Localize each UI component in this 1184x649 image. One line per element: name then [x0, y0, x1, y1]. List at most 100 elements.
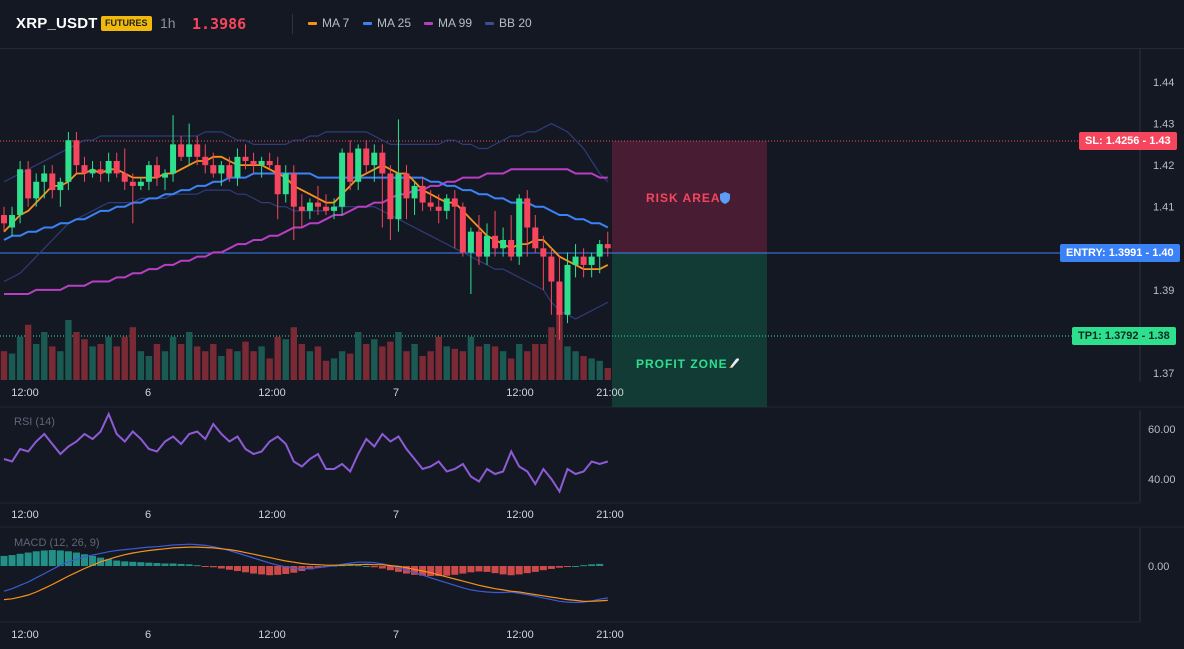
macd-histogram-bar — [24, 552, 32, 566]
candle-body — [170, 144, 177, 174]
candle-body — [226, 165, 233, 178]
candle-body — [186, 144, 193, 157]
time-tick-label: 6 — [145, 509, 151, 521]
candle-body — [33, 181, 40, 199]
volume-bar — [475, 346, 483, 380]
candle-body — [57, 181, 64, 191]
candle-body — [419, 185, 426, 203]
time-tick-label: 12:00 — [11, 629, 39, 641]
macd-histogram-bar — [48, 550, 56, 566]
volume-bar — [443, 346, 450, 380]
volume-bar — [202, 351, 209, 380]
candle-body — [580, 256, 587, 265]
macd-histogram-bar — [161, 563, 169, 566]
entry-axis-value: 1.40 — [1152, 247, 1174, 259]
legend-ma99-label: MA 99 — [438, 16, 473, 30]
profit-zone[interactable] — [612, 253, 767, 407]
volume-bar — [572, 351, 579, 380]
volume-bar — [403, 351, 410, 380]
risk-area-label: RISK AREA — [646, 191, 721, 205]
volume-bar — [411, 344, 418, 380]
macd-histogram-bar — [137, 562, 145, 566]
header-divider — [292, 14, 293, 34]
macd-title: MACD (12, 26, 9) — [14, 537, 100, 549]
candle-body — [467, 231, 474, 253]
candle-body — [218, 165, 225, 174]
volume-bar — [234, 351, 241, 380]
entry-tag[interactable]: ENTRY: 1.3991 - 1.40 — [1060, 244, 1180, 262]
macd-histogram-bar — [467, 566, 475, 573]
volume-bars — [0, 312, 611, 380]
macd-histogram-bar — [314, 566, 322, 568]
price-tick-label: 1.39 — [1153, 285, 1174, 297]
candle-body — [403, 173, 410, 199]
candle-body — [137, 181, 144, 186]
volume-bar — [524, 351, 531, 380]
legend-bb20[interactable]: BB 20 — [485, 16, 532, 30]
macd-histogram-bar — [362, 566, 370, 567]
macd-histogram-bar — [217, 566, 225, 569]
volume-bar — [242, 341, 249, 380]
price-tick-label: 1.44 — [1153, 77, 1174, 89]
volume-bar — [419, 356, 426, 380]
candle-body — [145, 165, 152, 182]
candle-body — [532, 227, 539, 249]
volume-bar — [395, 332, 402, 380]
volume-bar — [379, 346, 386, 380]
candle-body — [427, 202, 434, 207]
candle-body — [395, 173, 402, 220]
price-tick-label: 1.42 — [1153, 160, 1174, 172]
timeframe-selector[interactable]: 1h — [160, 15, 176, 31]
volume-bar — [306, 351, 314, 380]
volume-bar — [105, 336, 112, 380]
candle-body — [475, 231, 482, 257]
legend-ma7-label: MA 7 — [322, 16, 350, 30]
candlesticks — [1, 115, 611, 340]
macd-histogram-bar — [580, 565, 588, 567]
candle-body — [500, 239, 507, 249]
price-tick-label: 1.37 — [1153, 368, 1174, 380]
candle-body — [588, 256, 595, 265]
candle-body — [314, 202, 321, 207]
macd-histogram-bar — [64, 551, 72, 566]
volume-bar — [532, 344, 539, 380]
volume-bar — [41, 332, 48, 380]
risk-area-zone[interactable] — [612, 141, 767, 253]
candle-body — [363, 148, 370, 166]
legend-ma99[interactable]: MA 99 — [424, 16, 472, 30]
volume-bar — [540, 344, 547, 380]
volume-bar — [177, 344, 185, 380]
volume-bar — [49, 346, 56, 380]
stop-loss-tag[interactable]: SL: 1.4256 - 1.43 — [1079, 132, 1177, 150]
legend-ma7[interactable]: MA 7 — [308, 16, 349, 30]
take-profit-tag[interactable]: TP1: 1.3792 - 1.38 — [1072, 327, 1176, 345]
rsi-axis-60: 60.00 — [1148, 424, 1176, 436]
macd-histogram-bar — [274, 566, 282, 575]
volume-bar — [73, 332, 80, 380]
volume-bar — [210, 344, 217, 380]
macd-histogram-bar — [193, 565, 201, 567]
legend-ma25[interactable]: MA 25 — [363, 16, 411, 30]
macd-histogram-bar — [40, 550, 48, 566]
candle-body — [202, 156, 209, 166]
candle-body — [596, 244, 603, 257]
chart-header: XRP_USDT FUTURES 1h 1.3986 MA 7 MA 25 MA… — [0, 0, 1184, 49]
macd-histogram-bar — [105, 559, 113, 566]
time-tick-label: 21:00 — [596, 629, 624, 641]
macd-histogram-bar — [475, 566, 483, 572]
rocket-icon — [729, 358, 739, 368]
candle-body — [604, 244, 611, 249]
candle-body — [548, 256, 555, 282]
candle-body — [81, 165, 88, 174]
volume-bar — [65, 320, 72, 380]
volume-bar — [604, 368, 611, 380]
time-tick-label: 21:00 — [596, 509, 624, 521]
volume-bar — [346, 353, 354, 380]
volume-bar — [290, 327, 297, 380]
macd-histogram-bar — [242, 566, 249, 573]
macd-histogram-bar — [370, 566, 378, 568]
price-tick-label: 1.43 — [1153, 119, 1174, 131]
volume-bar — [363, 344, 370, 380]
symbol-title[interactable]: XRP_USDT — [16, 15, 98, 32]
